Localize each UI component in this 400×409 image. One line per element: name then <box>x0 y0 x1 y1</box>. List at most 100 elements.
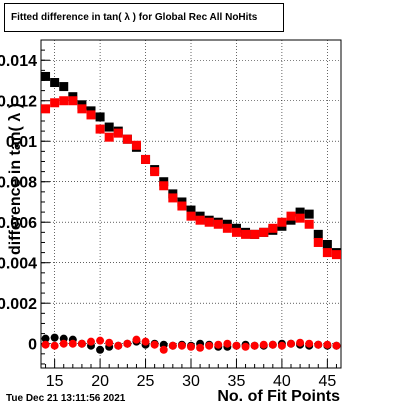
data-point <box>250 341 259 350</box>
data-point <box>105 338 114 347</box>
x-tick-label: 45 <box>318 373 336 390</box>
data-point <box>223 339 232 348</box>
y-tick-label: 0.01 <box>6 134 37 151</box>
data-point <box>231 227 241 237</box>
data-point <box>132 335 141 344</box>
data-point <box>296 338 305 347</box>
data-point <box>286 211 296 221</box>
x-tick-label: 20 <box>91 373 109 390</box>
data-point <box>322 239 332 249</box>
data-point <box>159 181 169 191</box>
data-point <box>104 122 114 132</box>
timestamp: Tue Dec 21 13:11:56 2021 <box>6 393 126 404</box>
data-point <box>241 229 251 239</box>
x-tick-label: 35 <box>228 373 246 390</box>
data-point <box>159 345 168 354</box>
data-point <box>131 140 141 150</box>
series-1 <box>41 96 341 260</box>
data-point <box>196 343 205 352</box>
data-point <box>122 134 132 144</box>
y-tick-label: 0.006 <box>0 215 37 232</box>
y-tick-label: 0 <box>28 337 37 354</box>
grid <box>41 40 341 368</box>
data-point <box>268 340 277 349</box>
x-tick-label: 15 <box>46 373 64 390</box>
series-3 <box>41 335 341 354</box>
data-point <box>95 124 105 134</box>
data-point <box>205 341 214 350</box>
data-point <box>168 193 178 203</box>
data-point <box>141 337 150 346</box>
data-point <box>114 341 123 350</box>
data-point <box>177 341 186 350</box>
data-point <box>241 342 250 351</box>
data-point <box>331 250 341 260</box>
data-point <box>141 154 151 164</box>
data-point <box>41 71 51 81</box>
axis-ticks: 15 20 25 30 35 40 45 0 0.002 0.004 0.006 0.008 0.01 0… <box>0 49 337 390</box>
data-point <box>259 227 269 237</box>
x-tick-label: 30 <box>182 373 200 390</box>
data-point <box>213 219 223 229</box>
data-point <box>214 340 223 349</box>
data-point <box>86 110 96 120</box>
data-point <box>50 333 59 342</box>
data-point <box>59 96 69 106</box>
data-point <box>95 112 105 122</box>
data-point <box>305 339 314 348</box>
data-point <box>41 340 50 349</box>
data-point <box>123 339 132 348</box>
data-point <box>177 201 187 211</box>
data-point <box>186 205 196 215</box>
data-point <box>77 339 86 348</box>
data-point <box>187 342 195 351</box>
data-point <box>59 339 68 348</box>
data-point <box>41 334 50 343</box>
x-tick-label: 40 <box>273 373 291 390</box>
data-point <box>186 211 196 221</box>
data-point <box>96 336 105 345</box>
y-tick-label: 0.014 <box>0 53 37 70</box>
data-point <box>113 128 123 138</box>
x-tick-label: 25 <box>137 373 155 390</box>
data-point <box>204 217 214 227</box>
data-point <box>259 340 268 349</box>
data-point <box>304 209 314 219</box>
data-point <box>168 341 177 350</box>
data-point <box>50 341 59 350</box>
data-point <box>277 217 287 227</box>
data-point <box>304 219 314 229</box>
data-series <box>41 71 341 354</box>
y-tick-label: 0.002 <box>0 296 37 313</box>
data-point <box>150 340 159 349</box>
data-point <box>323 340 332 349</box>
data-point <box>41 104 51 114</box>
data-point <box>59 82 69 92</box>
data-point <box>295 213 305 223</box>
data-point <box>277 341 286 350</box>
data-point <box>313 229 323 239</box>
data-point <box>313 237 323 247</box>
data-point <box>150 167 160 177</box>
y-tick-label: 0.004 <box>0 256 37 273</box>
data-point <box>50 78 60 88</box>
plot-frame <box>40 39 342 369</box>
data-point <box>68 96 78 106</box>
y-tick-label: 0.012 <box>0 94 37 111</box>
data-point <box>77 104 87 114</box>
data-point <box>322 248 332 258</box>
data-point <box>96 345 105 354</box>
data-point <box>50 98 60 108</box>
y-tick-label: 0.008 <box>0 175 37 192</box>
data-point <box>104 132 114 142</box>
data-point <box>222 223 232 233</box>
data-point <box>295 207 305 217</box>
data-point <box>250 229 260 239</box>
data-point <box>87 337 95 346</box>
data-point <box>287 339 295 348</box>
data-point <box>195 215 205 225</box>
chart-title: Fitted difference in tan( λ ) for Global… <box>4 3 284 32</box>
data-point <box>268 223 278 233</box>
data-point <box>232 341 241 350</box>
